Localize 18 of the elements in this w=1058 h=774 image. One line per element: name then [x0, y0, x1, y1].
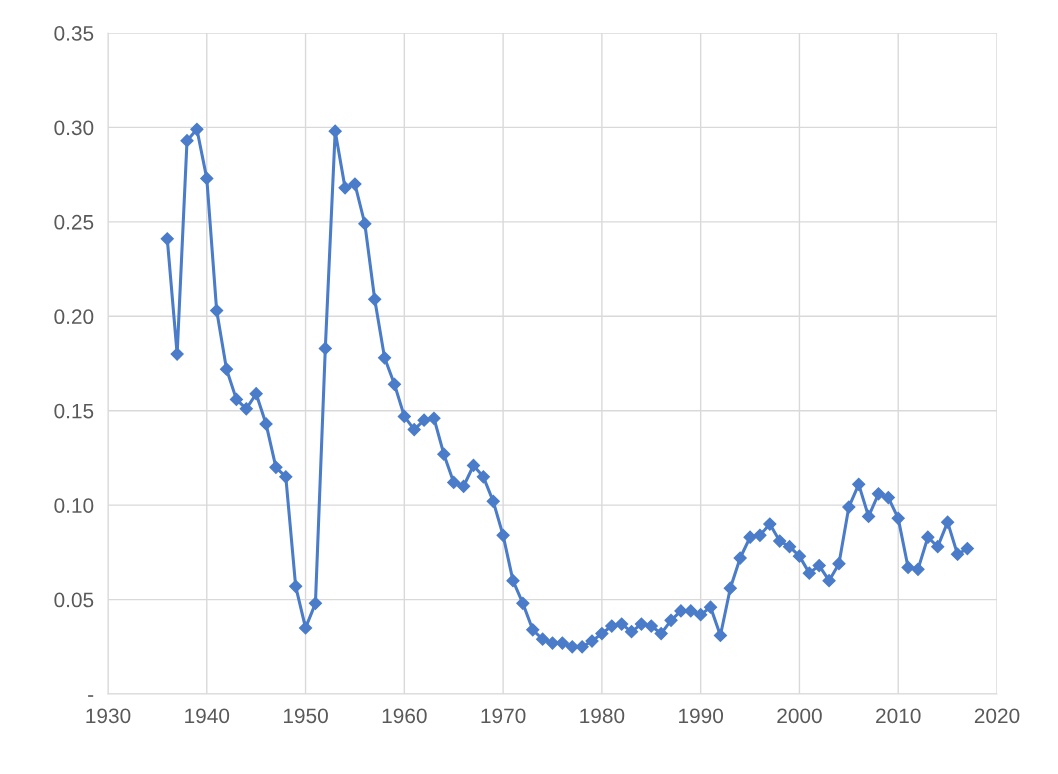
x-tick-label: 1940 — [185, 708, 230, 724]
x-tick-label: 1990 — [679, 708, 724, 724]
x-tick-label: 2020 — [974, 708, 1020, 724]
y-tick-label: 0.35 — [54, 26, 94, 41]
x-tick-label: 1950 — [283, 708, 328, 724]
x-tick-label: 2000 — [777, 708, 822, 724]
x-tick-label: 1930 — [86, 708, 131, 724]
x-tick-label: 1960 — [382, 708, 427, 724]
y-tick-label: 0.05 — [54, 592, 94, 608]
x-tick-label: 1980 — [580, 708, 625, 724]
y-tick-label: 0.25 — [54, 214, 94, 230]
x-tick-label: 1970 — [481, 708, 526, 724]
y-tick-label: 0.10 — [54, 498, 94, 513]
y-tick-label: 0.20 — [54, 309, 94, 325]
y-tick-label: 0.30 — [54, 120, 94, 136]
y-tick-label: 0.15 — [54, 403, 94, 419]
y-tick-label: - — [88, 695, 94, 697]
x-tick-label: 2010 — [876, 708, 921, 724]
